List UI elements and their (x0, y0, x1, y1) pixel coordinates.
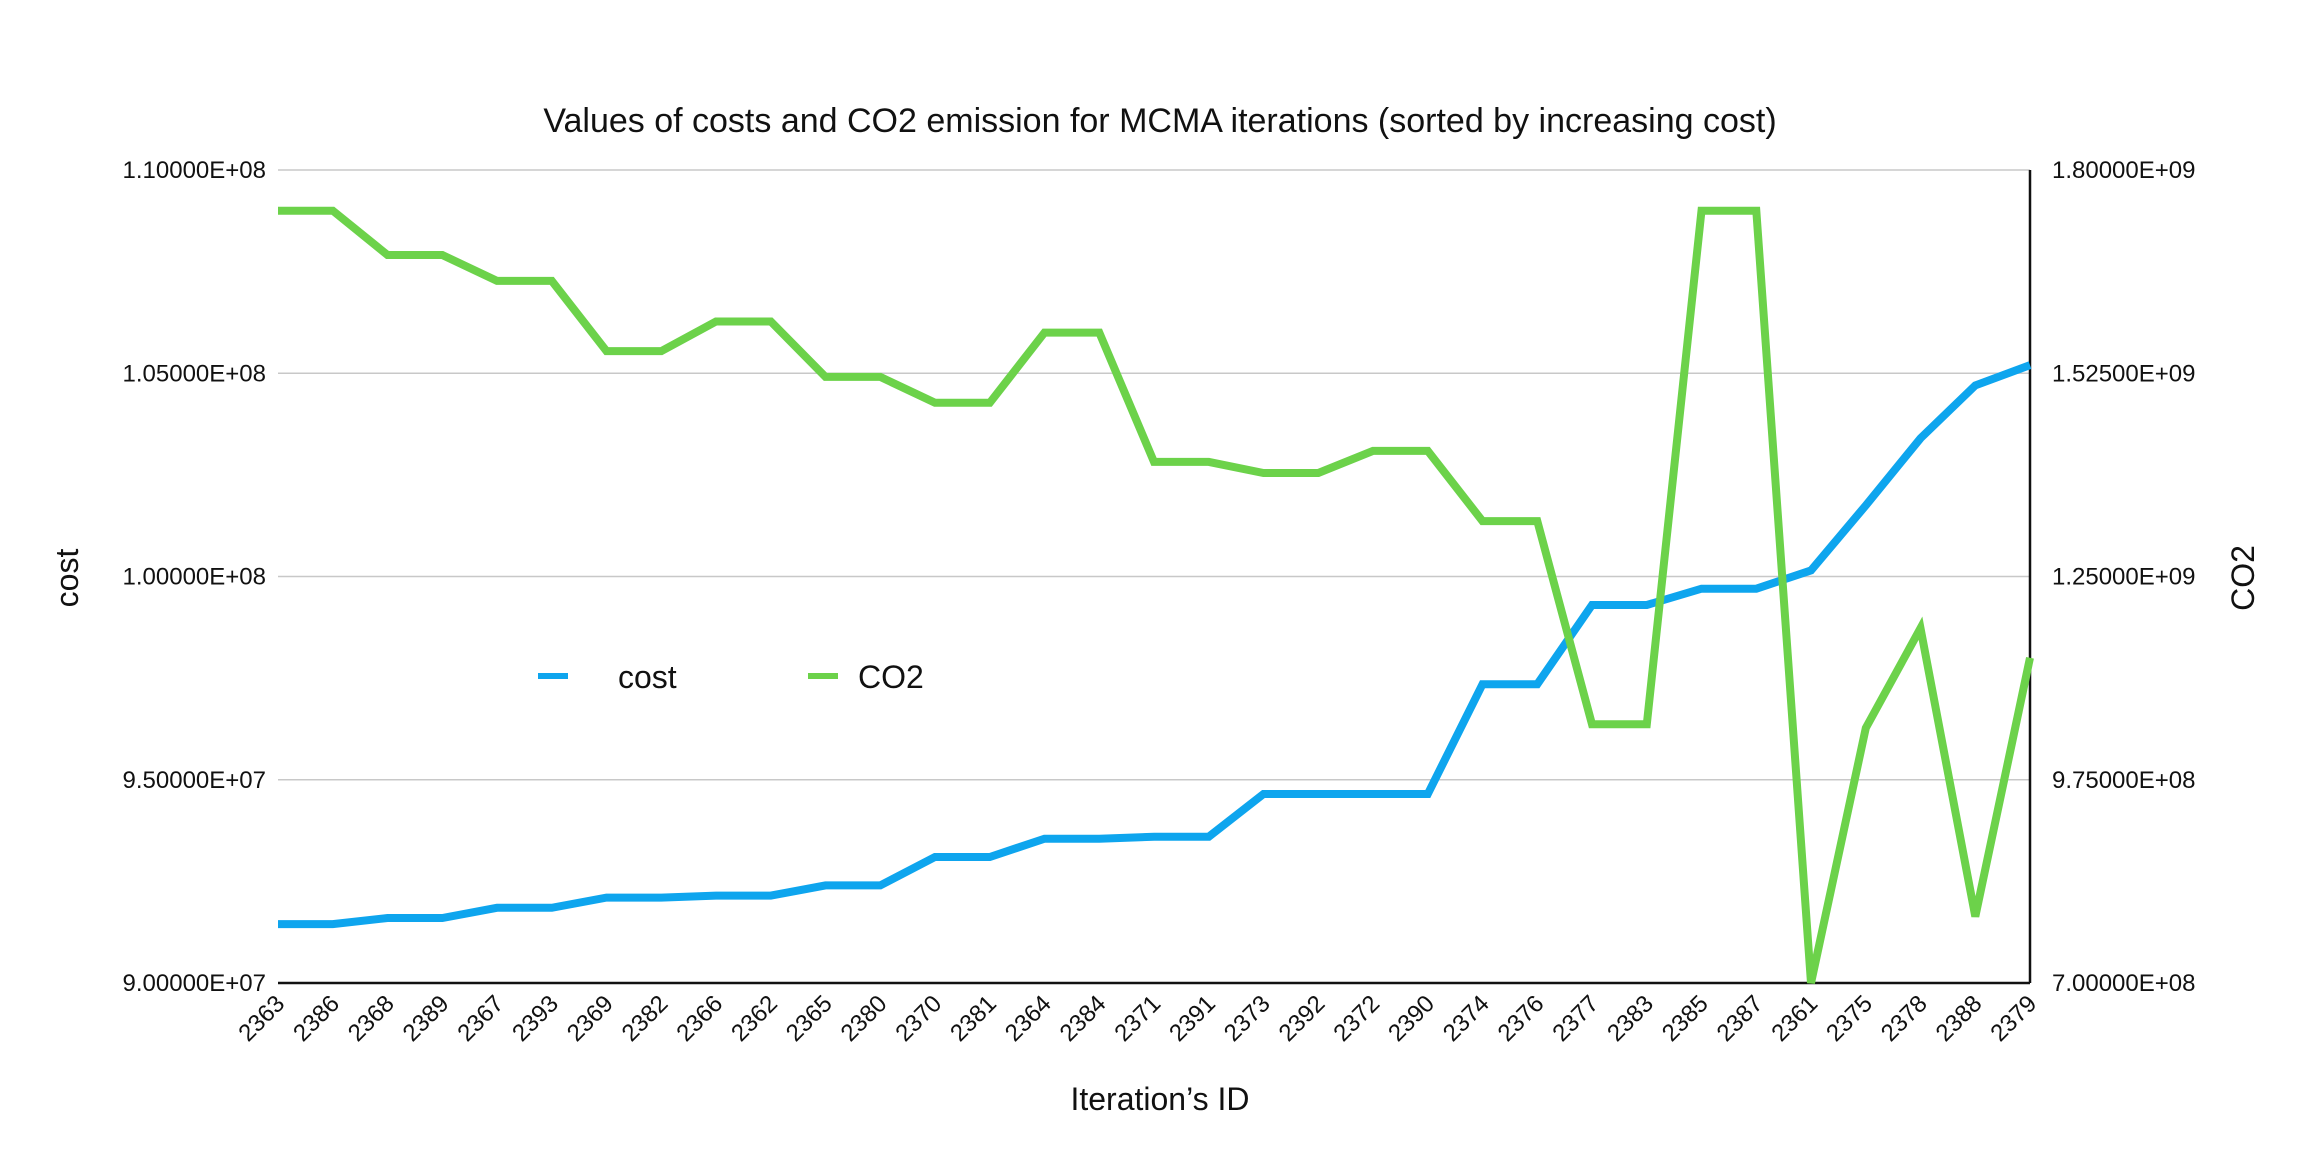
x-tick-label: 2386 (288, 990, 345, 1047)
series-lines (278, 206, 2034, 984)
x-tick-labels: 2363238623682389236723932369238223662362… (233, 990, 2042, 1047)
x-tick-label: 2382 (617, 990, 674, 1047)
x-tick-label: 2380 (836, 990, 893, 1047)
x-tick-label: 2370 (890, 990, 947, 1047)
legend-co2-label: CO2 (858, 659, 924, 695)
y-tick-label: 9.50000E+07 (123, 767, 266, 794)
x-tick-label: 2368 (343, 990, 400, 1047)
x-tick-label: 2369 (562, 990, 619, 1047)
chart-title: Values of costs and CO2 emission for MCM… (543, 102, 1776, 140)
x-tick-label: 2364 (1000, 990, 1057, 1047)
legend-cost-label: cost (618, 659, 677, 695)
x-tick-label: 2375 (1821, 990, 1878, 1047)
legend: cost CO2 (538, 659, 924, 695)
axes (278, 170, 2032, 985)
series-line-cost (278, 361, 2032, 929)
y-tick-label: 9.00000E+07 (123, 970, 266, 997)
y2-axis-title: CO2 (2225, 545, 2261, 611)
x-tick-label: 2377 (1547, 990, 1604, 1047)
x-tick-label: 2389 (398, 990, 455, 1047)
x-tick-label: 2378 (1876, 990, 1933, 1047)
y2-tick-label: 1.80000E+09 (2052, 157, 2195, 184)
x-tick-label: 2379 (1985, 990, 2042, 1047)
x-tick-label: 2381 (945, 990, 1002, 1047)
y-tick-labels: 9.00000E+07 9.50000E+07 1.00000E+08 1.05000… (123, 157, 266, 997)
x-axis-title: Iteration’s ID (1070, 1081, 1249, 1117)
x-tick-label: 2367 (452, 990, 509, 1047)
y-tick-label: 1.10000E+08 (123, 157, 266, 184)
x-tick-label: 2365 (781, 990, 838, 1047)
y2-tick-label: 7.00000E+08 (2052, 970, 2195, 997)
y-tick-label: 1.00000E+08 (123, 564, 266, 591)
x-tick-label: 2373 (1219, 990, 1276, 1047)
x-tick-label: 2387 (1712, 990, 1769, 1047)
y-axis-title: cost (49, 549, 85, 608)
x-tick-label: 2376 (1493, 990, 1550, 1047)
y2-tick-labels: 7.00000E+08 9.75000E+08 1.25000E+09 1.52500… (2052, 157, 2195, 997)
x-tick-label: 2392 (1274, 990, 1331, 1047)
y2-tick-label: 1.25000E+09 (2052, 564, 2195, 591)
x-tick-label: 2362 (726, 990, 783, 1047)
x-tick-label: 2384 (1055, 990, 1112, 1047)
series-line-co2 (278, 206, 2034, 984)
x-tick-label: 2374 (1438, 990, 1495, 1047)
gridlines (278, 169, 2030, 781)
y-tick-label: 1.05000E+08 (123, 360, 266, 387)
x-tick-label: 2371 (1109, 990, 1166, 1047)
x-tick-label: 2385 (1657, 990, 1714, 1047)
x-tick-label: 2372 (1328, 990, 1385, 1047)
x-tick-label: 2363 (233, 990, 290, 1047)
y2-tick-label: 9.75000E+08 (2052, 767, 2195, 794)
x-tick-label: 2383 (1602, 990, 1659, 1047)
x-tick-label: 2393 (507, 990, 564, 1047)
x-tick-label: 2366 (671, 990, 728, 1047)
x-tick-label: 2391 (1164, 990, 1221, 1047)
x-tick-label: 2361 (1766, 990, 1823, 1047)
y2-tick-label: 1.52500E+09 (2052, 360, 2195, 387)
x-tick-label: 2388 (1931, 990, 1988, 1047)
x-tick-label: 2390 (1383, 990, 1440, 1047)
